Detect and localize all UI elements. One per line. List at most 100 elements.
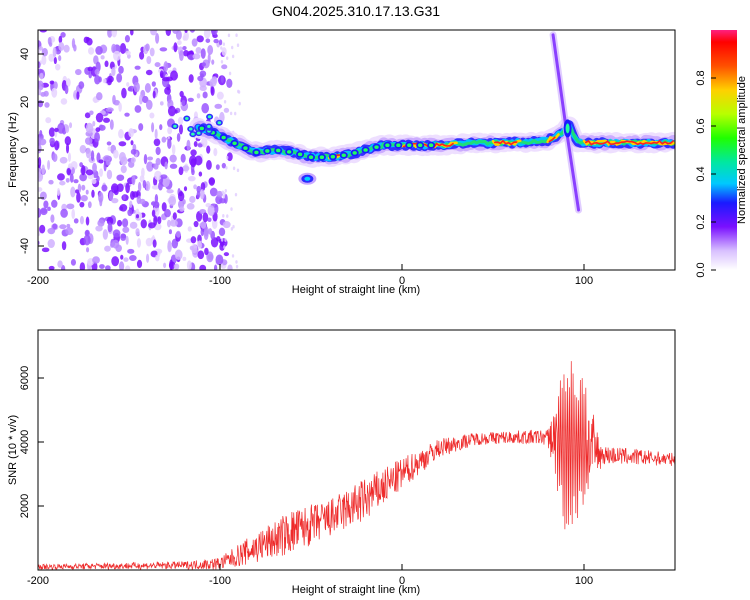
ridge-bead [352,151,357,155]
noise-speckle [48,179,54,185]
noise-speckle [204,247,209,256]
noise-speckle [179,50,184,62]
noise-speckle [38,61,41,69]
noise-speckle [169,163,178,169]
noise-speckle [186,139,191,151]
noise-speckle [144,82,151,93]
noise-speckle [190,149,197,156]
noise-speckle [38,46,44,51]
noise-speckle [211,218,218,230]
noise-speckle [92,162,97,173]
noise-speckle [98,159,104,164]
noise-speckle [167,105,176,117]
noise-speckle [151,185,160,190]
noise-speckle [103,155,111,162]
noise-speckle [134,105,142,113]
noise-speckle [85,189,89,195]
noise-speckle [192,248,199,258]
noise-speckle [161,202,167,212]
noise-speckle [151,122,155,133]
noise-speckle [219,242,225,251]
noise-speckle [104,60,109,68]
noise-speckle [109,242,115,248]
noise-speckle [181,165,190,172]
noise-speckle [137,181,142,192]
noise-speckle [232,224,235,229]
noise-speckle [65,227,74,235]
noise-speckle [231,254,235,258]
noise-speckle [170,70,178,81]
ridge-bead [308,155,314,159]
ridge-bead [191,132,195,136]
noise-speckle [189,195,196,204]
colorbar-gradient [711,30,737,270]
spectrogram-y-axis-label: Frequency (Hz) [7,112,19,188]
ridge-bead [276,148,281,153]
noise-speckle [146,161,154,172]
noise-speckle [180,153,186,163]
noise-speckle [58,35,63,44]
noise-speckle [80,194,88,202]
noise-speckle [146,55,152,65]
noise-speckle [73,179,79,184]
noise-speckle [106,169,113,180]
noise-speckle [53,81,58,90]
noise-speckle [50,214,55,223]
noise-speckle [70,186,76,198]
ridge-bead [265,149,270,153]
noise-speckle [122,226,130,233]
noise-speckle [226,56,229,60]
noise-speckle [213,264,218,270]
noise-speckle [221,64,228,70]
noise-speckle [81,184,86,191]
noise-speckle [145,180,151,192]
noise-speckle [198,171,203,177]
noise-speckle [47,227,56,235]
noise-speckle [227,33,231,38]
noise-speckle [136,259,143,269]
noise-speckle [226,152,233,162]
noise-speckle [167,138,172,149]
noise-speckle [230,207,233,211]
noise-speckle [59,224,67,230]
noise-speckle [65,124,70,133]
noise-speckle [85,122,94,134]
ridge-bead [221,135,226,140]
noise-speckle [220,238,224,242]
noise-speckle [153,138,161,147]
noise-speckle [81,164,86,176]
noise-speckle [120,254,124,260]
noise-speckle [95,225,103,232]
ridge-bead [243,146,248,150]
noise-speckle [223,252,230,257]
snr-x-axis-label: Height of straight line (km) [292,584,420,596]
noise-speckle [111,43,117,54]
noise-speckle [234,111,237,116]
noise-speckle [173,263,180,270]
snr-x-ticks: -200 -100 0 100 [27,564,593,587]
snr-series-line [38,361,675,570]
noise-speckle [159,101,164,106]
noise-speckle [222,214,225,218]
ridge-bead [207,115,212,119]
noise-speckle [203,30,211,39]
noise-speckle [190,236,197,244]
ridge-bead [196,131,201,135]
noise-speckle [230,45,234,50]
noise-speckle [118,141,127,147]
noise-speckle [150,30,157,36]
noise-speckle [145,237,153,247]
noise-speckle [38,80,44,91]
noise-speckle [124,112,130,117]
noise-speckle [199,70,207,78]
noise-speckle [193,140,198,148]
noise-speckle [102,229,109,240]
noise-speckle [96,175,100,182]
noise-speckle [41,55,47,66]
noise-speckle [186,202,195,210]
noise-speckle [161,77,170,82]
noise-speckle [87,66,93,72]
noise-speckle [90,150,95,162]
noise-speckle [222,42,226,46]
noise-speckle [52,46,57,58]
